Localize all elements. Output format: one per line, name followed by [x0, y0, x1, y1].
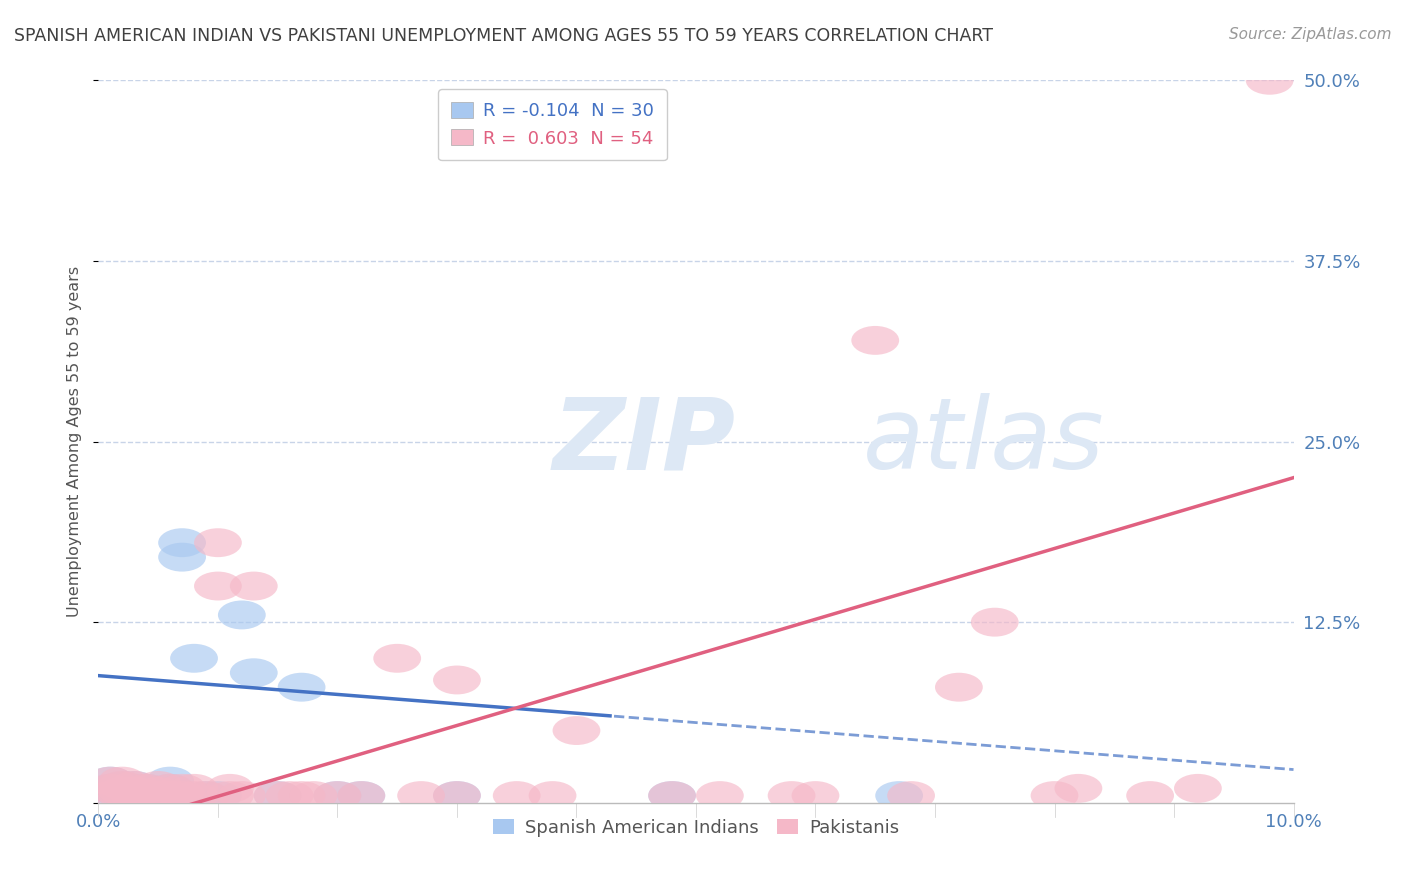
- Ellipse shape: [146, 781, 194, 810]
- Ellipse shape: [398, 781, 446, 810]
- Ellipse shape: [648, 781, 696, 810]
- Ellipse shape: [266, 781, 314, 810]
- Ellipse shape: [122, 774, 170, 803]
- Ellipse shape: [194, 528, 242, 558]
- Ellipse shape: [231, 572, 278, 600]
- Ellipse shape: [170, 781, 218, 810]
- Ellipse shape: [98, 781, 146, 810]
- Ellipse shape: [314, 781, 361, 810]
- Ellipse shape: [111, 771, 159, 800]
- Ellipse shape: [254, 781, 302, 810]
- Ellipse shape: [87, 781, 135, 810]
- Text: ZIP: ZIP: [553, 393, 735, 490]
- Ellipse shape: [553, 716, 600, 745]
- Ellipse shape: [170, 774, 218, 803]
- Ellipse shape: [278, 673, 326, 702]
- Ellipse shape: [98, 777, 146, 805]
- Ellipse shape: [792, 781, 839, 810]
- Ellipse shape: [146, 774, 194, 803]
- Ellipse shape: [207, 774, 254, 803]
- Ellipse shape: [135, 781, 183, 810]
- Ellipse shape: [529, 781, 576, 810]
- Ellipse shape: [935, 673, 983, 702]
- Ellipse shape: [98, 771, 146, 800]
- Ellipse shape: [768, 781, 815, 810]
- Ellipse shape: [852, 326, 900, 355]
- Ellipse shape: [278, 781, 326, 810]
- Ellipse shape: [122, 781, 170, 810]
- Ellipse shape: [135, 777, 183, 805]
- Y-axis label: Unemployment Among Ages 55 to 59 years: Unemployment Among Ages 55 to 59 years: [67, 266, 83, 617]
- Text: Source: ZipAtlas.com: Source: ZipAtlas.com: [1229, 27, 1392, 42]
- Ellipse shape: [218, 781, 266, 810]
- Ellipse shape: [1031, 781, 1078, 810]
- Ellipse shape: [494, 781, 541, 810]
- Ellipse shape: [135, 777, 183, 805]
- Ellipse shape: [159, 781, 207, 810]
- Ellipse shape: [254, 781, 302, 810]
- Ellipse shape: [337, 781, 385, 810]
- Ellipse shape: [111, 777, 159, 805]
- Ellipse shape: [1126, 781, 1174, 810]
- Ellipse shape: [696, 781, 744, 810]
- Ellipse shape: [1054, 774, 1102, 803]
- Ellipse shape: [87, 767, 135, 796]
- Ellipse shape: [98, 781, 146, 810]
- Ellipse shape: [1174, 774, 1222, 803]
- Ellipse shape: [218, 600, 266, 630]
- Ellipse shape: [433, 781, 481, 810]
- Ellipse shape: [207, 781, 254, 810]
- Ellipse shape: [970, 607, 1019, 637]
- Ellipse shape: [146, 781, 194, 810]
- Legend: Spanish American Indians, Pakistanis: Spanish American Indians, Pakistanis: [485, 812, 907, 845]
- Ellipse shape: [170, 644, 218, 673]
- Ellipse shape: [87, 774, 135, 803]
- Ellipse shape: [135, 771, 183, 800]
- Ellipse shape: [98, 771, 146, 800]
- Ellipse shape: [135, 781, 183, 810]
- Ellipse shape: [194, 781, 242, 810]
- Ellipse shape: [111, 781, 159, 810]
- Ellipse shape: [1246, 66, 1294, 95]
- Text: SPANISH AMERICAN INDIAN VS PAKISTANI UNEMPLOYMENT AMONG AGES 55 TO 59 YEARS CORR: SPANISH AMERICAN INDIAN VS PAKISTANI UNE…: [14, 27, 993, 45]
- Ellipse shape: [122, 774, 170, 803]
- Ellipse shape: [159, 774, 207, 803]
- Ellipse shape: [183, 781, 231, 810]
- Ellipse shape: [87, 767, 135, 796]
- Ellipse shape: [146, 774, 194, 803]
- Ellipse shape: [876, 781, 924, 810]
- Ellipse shape: [337, 781, 385, 810]
- Ellipse shape: [374, 644, 422, 673]
- Ellipse shape: [111, 771, 159, 800]
- Ellipse shape: [111, 781, 159, 810]
- Ellipse shape: [231, 658, 278, 687]
- Ellipse shape: [183, 781, 231, 810]
- Ellipse shape: [122, 781, 170, 810]
- Ellipse shape: [87, 781, 135, 810]
- Ellipse shape: [290, 781, 337, 810]
- Ellipse shape: [146, 767, 194, 796]
- Text: atlas: atlas: [863, 393, 1105, 490]
- Ellipse shape: [194, 572, 242, 600]
- Ellipse shape: [111, 777, 159, 805]
- Ellipse shape: [648, 781, 696, 810]
- Ellipse shape: [159, 542, 207, 572]
- Ellipse shape: [87, 774, 135, 803]
- Ellipse shape: [159, 528, 207, 558]
- Ellipse shape: [314, 781, 361, 810]
- Ellipse shape: [98, 777, 146, 805]
- Ellipse shape: [887, 781, 935, 810]
- Ellipse shape: [98, 767, 146, 796]
- Ellipse shape: [433, 665, 481, 694]
- Ellipse shape: [433, 781, 481, 810]
